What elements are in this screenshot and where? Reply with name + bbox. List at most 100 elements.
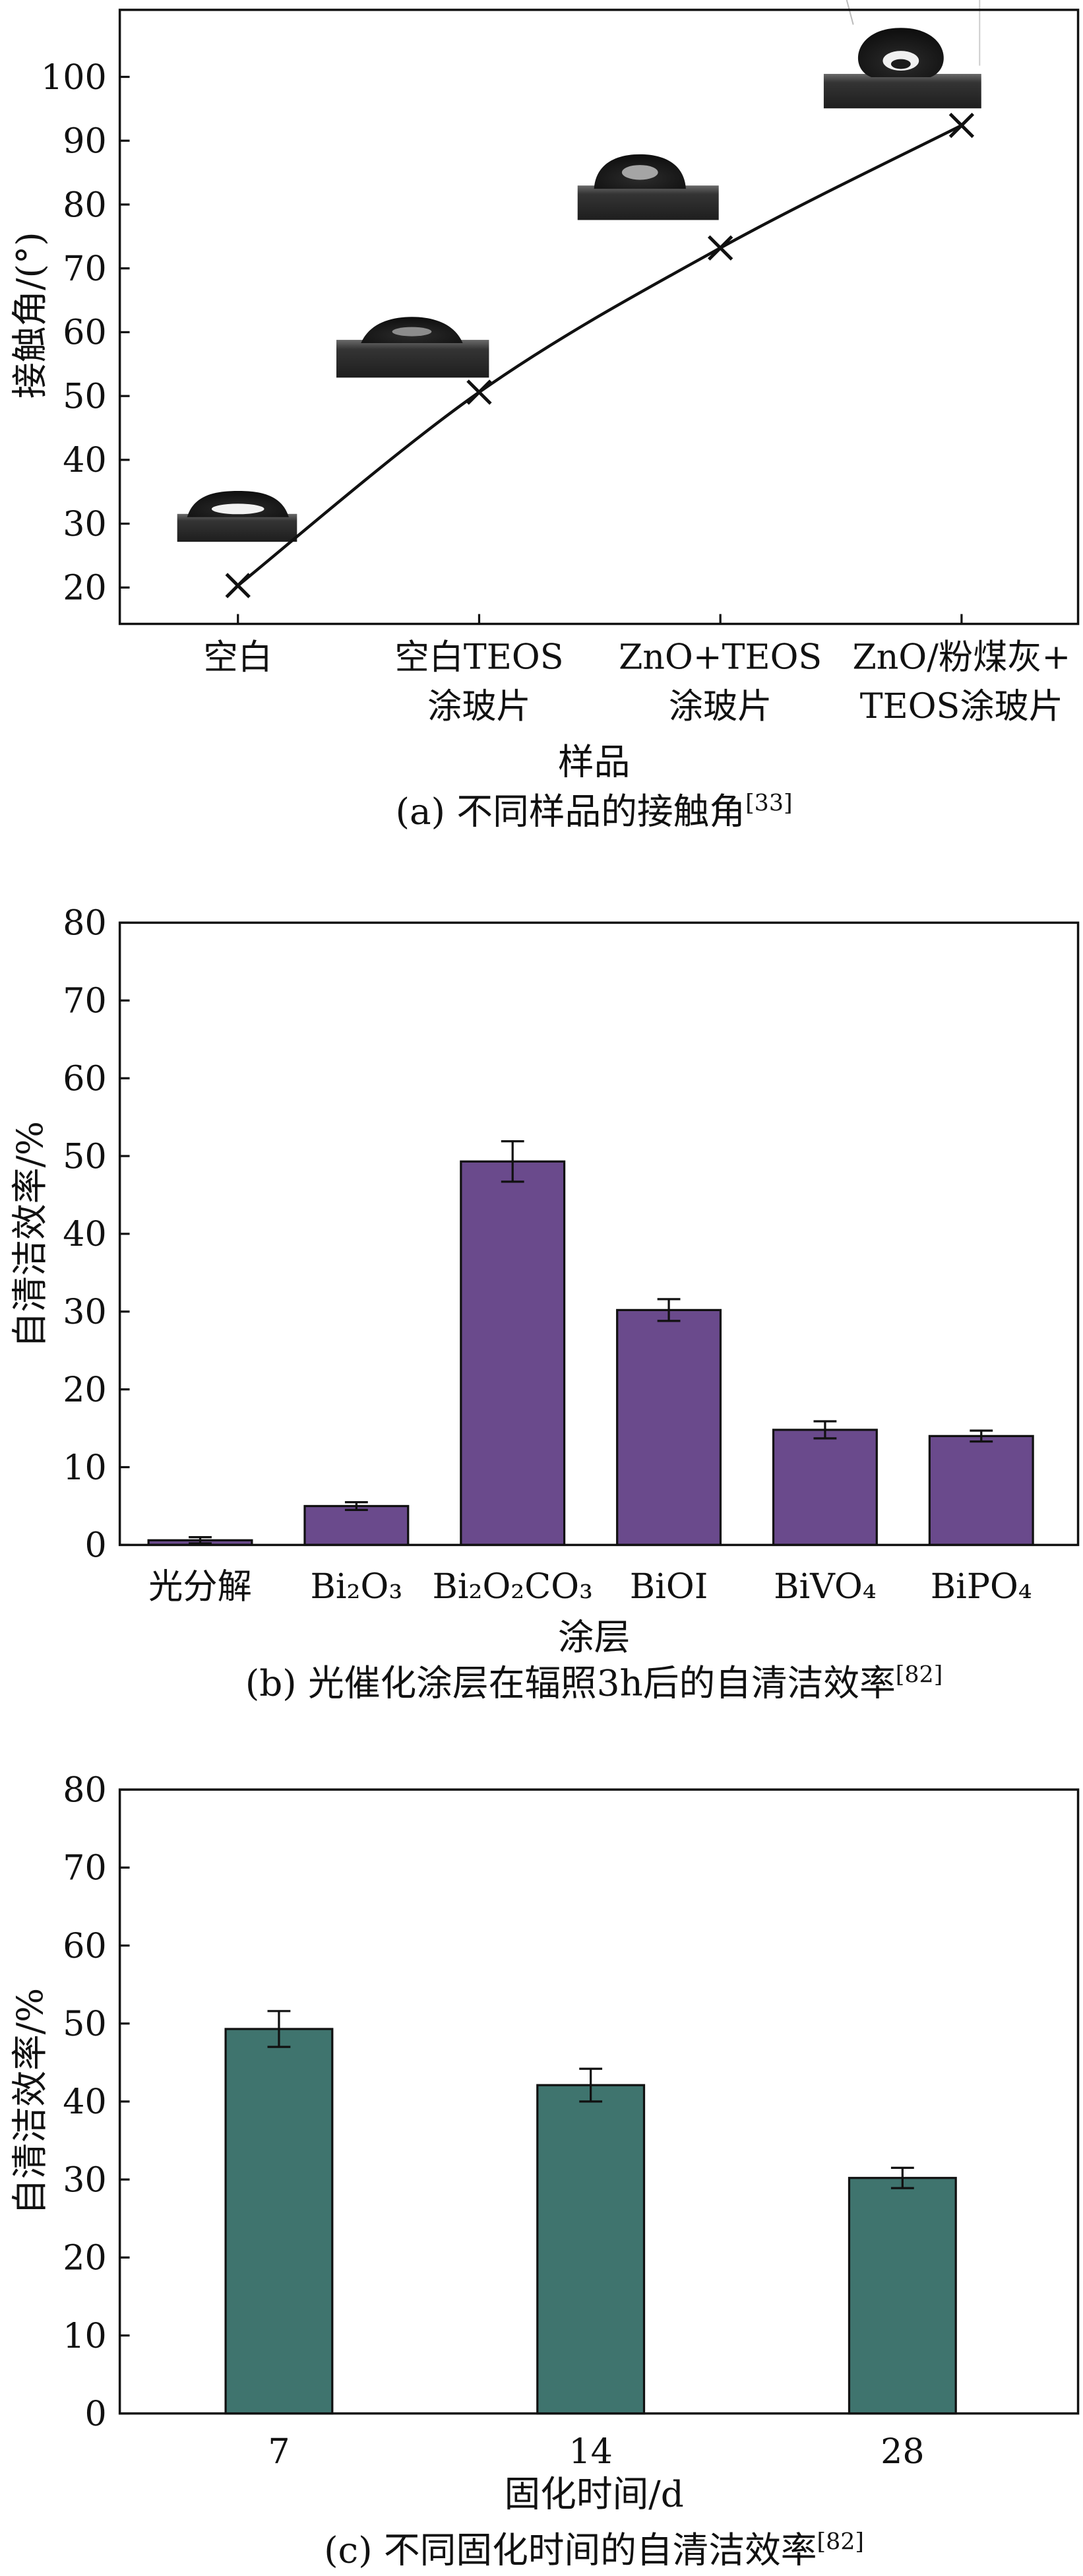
x-axis-label: 样品 bbox=[558, 741, 630, 783]
y-tick-label: 0 bbox=[84, 1526, 106, 1566]
x-tick-label: 光分解 bbox=[148, 1567, 252, 1607]
droplet-highlight bbox=[621, 165, 658, 180]
y-tick-label: 50 bbox=[63, 1137, 106, 1176]
y-tick-label: 80 bbox=[63, 1770, 106, 1810]
y-tick-label: 30 bbox=[63, 2160, 106, 2200]
data-point bbox=[708, 235, 733, 261]
bar bbox=[224, 2028, 334, 2415]
x-tick-label-line: 涂玻片 bbox=[427, 687, 531, 726]
y-tick-label: 60 bbox=[63, 1059, 106, 1099]
error-bar bbox=[579, 2067, 603, 2103]
y-tick-label: 60 bbox=[63, 1927, 106, 1966]
data-point bbox=[948, 112, 975, 139]
caption-reference: [82] bbox=[896, 1662, 943, 1689]
data-point-stroke bbox=[708, 235, 733, 261]
droplet-highlight bbox=[211, 503, 264, 515]
error-bar bbox=[970, 1429, 993, 1443]
bar bbox=[460, 1160, 566, 1547]
x-tick-label: 7 bbox=[268, 2432, 290, 2472]
droplet-substrate bbox=[177, 513, 297, 542]
data-point bbox=[225, 573, 251, 598]
data-point-stroke bbox=[225, 573, 251, 598]
y-tick-label: 50 bbox=[63, 377, 106, 416]
droplet-photo-3 bbox=[577, 154, 719, 220]
y-tick-label: 30 bbox=[63, 505, 106, 544]
x-tick-label: 14 bbox=[569, 2432, 612, 2472]
bar bbox=[303, 1504, 410, 1547]
caption: (c) 不同固化时间的自清洁效率[82] bbox=[324, 2528, 864, 2571]
y-tick-label: 90 bbox=[63, 122, 106, 162]
y-tick-label: 30 bbox=[63, 1293, 106, 1332]
data-point-stroke bbox=[948, 112, 975, 139]
x-tick-label-line: TEOS涂玻片 bbox=[860, 687, 1063, 726]
plot-frame bbox=[118, 9, 1080, 626]
error-bar bbox=[501, 1140, 524, 1183]
bar bbox=[772, 1429, 878, 1547]
x-tick-label-line: 涂玻片 bbox=[669, 687, 772, 726]
y-tick-label: 70 bbox=[63, 1849, 106, 1888]
error-bar bbox=[813, 1420, 837, 1440]
y-tick-label: 50 bbox=[63, 2005, 106, 2044]
x-tick-label-line: ZnO/粉煤灰+ bbox=[852, 638, 1070, 678]
droplet-photo-4 bbox=[823, 0, 981, 109]
droplet-highlight bbox=[392, 327, 432, 337]
x-tick-label-line: ZnO+TEOS bbox=[619, 638, 822, 678]
x-tick-label: BiVO₄ bbox=[774, 1567, 877, 1607]
caption: (a) 不同样品的接触角[33] bbox=[396, 790, 793, 832]
y-tick-label: 0 bbox=[84, 2395, 106, 2434]
y-tick-label: 70 bbox=[63, 982, 106, 1021]
droplet-substrate bbox=[577, 185, 719, 220]
y-axis-label: 自清洁效率/% bbox=[9, 1988, 51, 2215]
x-tick-label: 空白 bbox=[204, 638, 272, 678]
error-bar bbox=[267, 2010, 291, 2048]
y-axis-label: 自清洁效率/% bbox=[9, 1121, 51, 1348]
y-tick-label: 20 bbox=[63, 569, 106, 608]
y-tick-label: 20 bbox=[63, 1370, 106, 1410]
droplet-photo-1 bbox=[177, 490, 297, 542]
error-bar bbox=[189, 1535, 212, 1545]
x-tick-label: 空白TEOS 涂玻片 bbox=[394, 638, 563, 727]
y-tick-label: 70 bbox=[63, 249, 106, 289]
x-tick-label: ZnO/粉煤灰+ TEOS涂玻片 bbox=[852, 638, 1070, 727]
x-axis-label: 涂层 bbox=[558, 1616, 630, 1658]
caption: (b) 光催化涂层在辐照3h后的自清洁效率[82] bbox=[245, 1662, 943, 1704]
y-tick-label: 60 bbox=[63, 313, 106, 353]
needle-edge bbox=[846, 0, 854, 25]
y-tick-label: 100 bbox=[41, 58, 107, 98]
droplet-substrate bbox=[336, 340, 489, 378]
y-tick-label: 10 bbox=[63, 1448, 106, 1488]
caption-reference: [82] bbox=[817, 2528, 864, 2555]
x-axis-label: 固化时间/d bbox=[504, 2473, 683, 2515]
x-tick-label: Bi₂O₂CO₃ bbox=[432, 1567, 593, 1607]
y-tick-label: 10 bbox=[63, 2317, 106, 2356]
y-axis-label: 接触角/(°) bbox=[9, 232, 51, 399]
error-bar bbox=[344, 1500, 368, 1511]
bar bbox=[536, 2084, 646, 2415]
bar bbox=[928, 1434, 1034, 1547]
caption-text: (c) 不同固化时间的自清洁效率 bbox=[324, 2528, 817, 2571]
bar bbox=[848, 2177, 957, 2415]
x-tick-label-line: 空白TEOS bbox=[394, 638, 563, 678]
x-tick-label: BiPO₄ bbox=[931, 1567, 1032, 1607]
x-tick-label: 28 bbox=[881, 2432, 924, 2472]
x-tick-label: BiOI bbox=[630, 1567, 708, 1607]
droplet-core bbox=[890, 59, 911, 69]
error-bar bbox=[657, 1298, 681, 1322]
droplet-photo-2 bbox=[336, 317, 489, 378]
y-tick-label: 40 bbox=[63, 2082, 106, 2122]
caption-reference: [33] bbox=[745, 790, 792, 816]
caption-text: (b) 光催化涂层在辐照3h后的自清洁效率 bbox=[245, 1662, 896, 1704]
x-tick-label: ZnO+TEOS 涂玻片 bbox=[619, 638, 822, 727]
y-tick-label: 80 bbox=[63, 185, 106, 225]
error-bar bbox=[890, 2166, 914, 2189]
chart-curing-time-efficiency: 自清洁效率/% 固化时间/d (c) 不同固化时间的自清洁效率[82] 0 10 2… bbox=[9, 1770, 1080, 2571]
droplet-substrate bbox=[823, 73, 981, 109]
caption-text: (a) 不同样品的接触角 bbox=[396, 790, 745, 832]
y-tick-label: 40 bbox=[63, 441, 106, 480]
y-tick-label: 20 bbox=[63, 2239, 106, 2278]
y-tick-label: 80 bbox=[63, 904, 106, 944]
bar bbox=[616, 1308, 722, 1547]
series-line bbox=[237, 124, 962, 587]
y-tick-label: 40 bbox=[63, 1215, 106, 1254]
